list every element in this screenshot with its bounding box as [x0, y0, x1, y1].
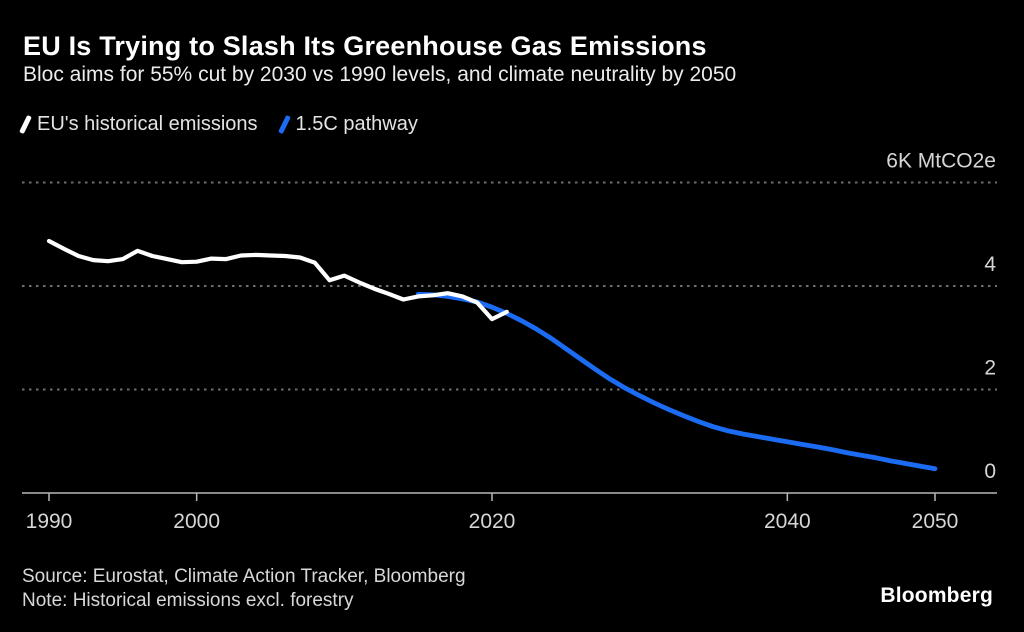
y-tick-label: 2: [984, 357, 996, 380]
note-text: Note: Historical emissions excl. forestr…: [22, 590, 354, 611]
legend-item-historical: EU's historical emissions: [19, 112, 258, 136]
historical-line: [46, 238, 509, 322]
source-text: Source: Eurostat, Climate Action Tracker…: [22, 566, 466, 587]
y-tick-label: 6K MtCO2e: [886, 150, 996, 173]
legend-label-historical: EU's historical emissions: [37, 112, 258, 135]
pathway-line: [415, 291, 938, 472]
chart-title: EU Is Trying to Slash Its Greenhouse Gas…: [23, 31, 707, 61]
y-tick-label: 0: [984, 460, 996, 483]
x-tick-label: 2020: [469, 510, 516, 533]
legend: EU's historical emissions 1.5C pathway: [19, 110, 418, 138]
legend-item-pathway: 1.5C pathway: [277, 112, 418, 136]
y-tick-label: 4: [984, 253, 996, 276]
chart-subtitle: Bloc aims for 55% cut by 2030 vs 1990 le…: [23, 63, 737, 86]
x-tick-label: 2000: [173, 510, 220, 533]
x-tick-label: 2040: [764, 510, 811, 533]
legend-label-pathway: 1.5C pathway: [295, 112, 418, 135]
x-tick-label: 1990: [26, 510, 73, 533]
x-tick-label: 2050: [912, 510, 959, 533]
bloomberg-logo: Bloomberg: [880, 584, 993, 607]
